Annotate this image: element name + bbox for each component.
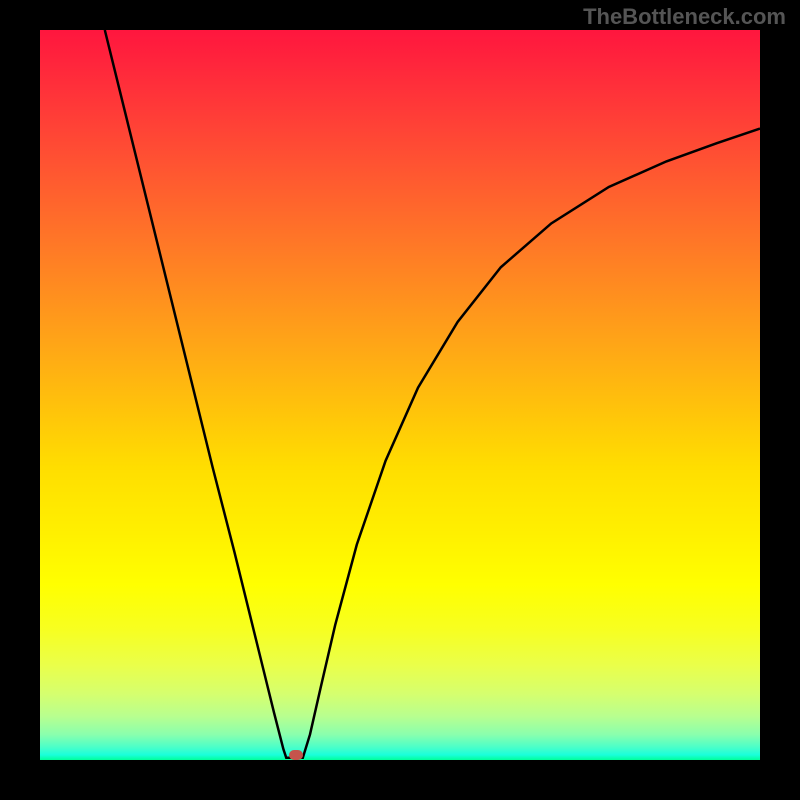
plot-area xyxy=(40,30,760,760)
bottleneck-curve xyxy=(40,30,760,760)
optimum-marker xyxy=(289,750,303,760)
watermark-text: TheBottleneck.com xyxy=(583,4,786,30)
